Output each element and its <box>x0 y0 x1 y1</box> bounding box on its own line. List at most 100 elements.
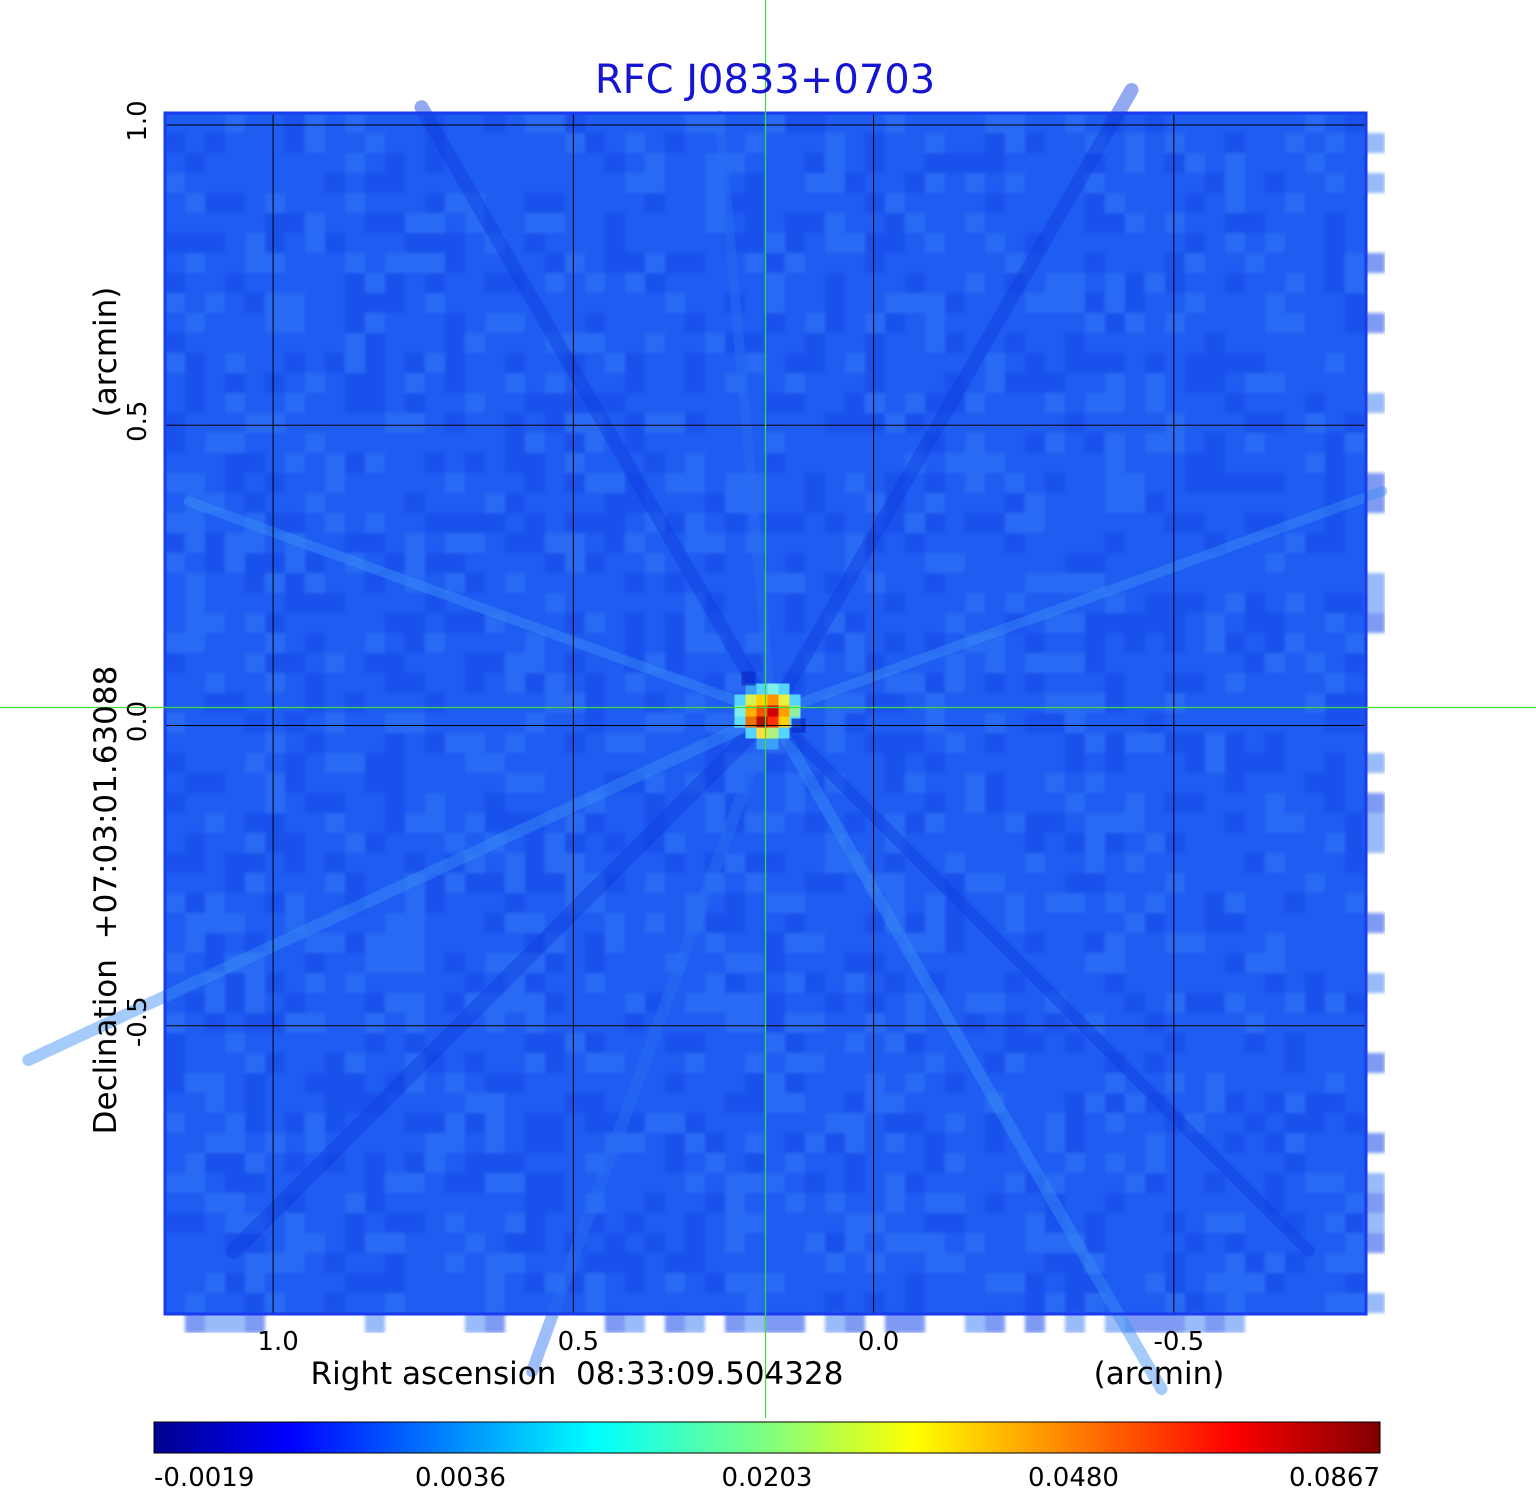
noise-cell <box>965 393 985 413</box>
noise-cell <box>1245 413 1265 433</box>
noise-cell <box>925 673 945 693</box>
noise-cell <box>865 913 885 933</box>
noise-cell <box>605 1253 625 1273</box>
noise-cell <box>505 433 525 453</box>
noise-cell <box>165 333 185 353</box>
noise-cell <box>665 1033 685 1053</box>
noise-cell <box>1365 913 1385 933</box>
noise-cell <box>765 233 785 253</box>
noise-cell <box>885 233 905 253</box>
noise-cell <box>1145 113 1165 133</box>
noise-cell <box>385 773 405 793</box>
noise-cell <box>665 1253 685 1273</box>
noise-cell <box>165 793 185 813</box>
noise-cell <box>945 1113 965 1133</box>
noise-cell <box>1225 1133 1245 1153</box>
noise-cell <box>225 393 245 413</box>
noise-cell <box>305 793 325 813</box>
noise-cell <box>865 313 885 333</box>
noise-cell <box>805 813 825 833</box>
noise-cell <box>825 833 845 853</box>
noise-cell <box>1105 453 1125 473</box>
noise-cell <box>645 193 665 213</box>
noise-cell <box>945 1213 965 1233</box>
noise-cell <box>285 773 305 793</box>
noise-cell <box>1025 233 1045 253</box>
noise-cell <box>1045 1173 1065 1193</box>
noise-cell <box>445 1253 465 1273</box>
noise-cell <box>545 193 565 213</box>
noise-cell <box>505 533 525 553</box>
noise-cell <box>1185 793 1205 813</box>
noise-cell <box>625 133 645 153</box>
noise-cell <box>885 293 905 313</box>
noise-cell <box>205 1133 225 1153</box>
noise-cell <box>905 1313 925 1333</box>
noise-cell <box>425 693 445 713</box>
noise-cell <box>1045 653 1065 673</box>
streak <box>226 705 780 1259</box>
noise-cell <box>825 313 845 333</box>
noise-cell <box>1085 253 1105 273</box>
noise-cell <box>1005 273 1025 293</box>
noise-cell <box>485 1113 505 1133</box>
noise-cell <box>1225 393 1245 413</box>
noise-cell <box>265 633 285 653</box>
noise-cell <box>405 673 425 693</box>
noise-cell <box>165 293 185 313</box>
noise-cell <box>565 853 585 873</box>
source-pixel <box>778 694 790 706</box>
noise-cell <box>1025 713 1045 733</box>
noise-cell <box>1365 133 1385 153</box>
noise-cell <box>525 393 545 413</box>
noise-cell <box>1345 893 1365 913</box>
noise-cell <box>1065 413 1085 433</box>
noise-cell <box>765 313 785 333</box>
noise-cell <box>725 153 745 173</box>
noise-cell <box>245 253 265 273</box>
noise-cell <box>745 253 765 273</box>
noise-cell <box>465 513 485 533</box>
noise-cell <box>1105 693 1125 713</box>
noise-cell <box>305 233 325 253</box>
noise-cell <box>805 1053 825 1073</box>
noise-cell <box>265 813 285 833</box>
noise-cell <box>165 1073 185 1093</box>
noise-cell <box>1205 993 1225 1013</box>
noise-cell <box>1105 1053 1125 1073</box>
noise-cell <box>565 453 585 473</box>
noise-cell <box>1205 173 1225 193</box>
noise-cell <box>365 753 385 773</box>
noise-cell <box>1205 353 1225 373</box>
noise-cell <box>245 1073 265 1093</box>
noise-cell <box>1325 1213 1345 1233</box>
noise-cell <box>425 153 445 173</box>
noise-cell <box>1345 833 1365 853</box>
noise-cell <box>865 1293 885 1313</box>
noise-cell <box>625 533 645 553</box>
noise-cell <box>265 833 285 853</box>
noise-cell <box>865 493 885 513</box>
noise-cell <box>1225 733 1245 753</box>
noise-cell <box>545 693 565 713</box>
noise-cell <box>305 1233 325 1253</box>
noise-cell <box>1245 1013 1265 1033</box>
noise-cell <box>765 113 785 133</box>
noise-cell <box>645 793 665 813</box>
noise-cell <box>365 833 385 853</box>
noise-cell <box>1345 313 1365 333</box>
noise-cell <box>805 213 825 233</box>
x-tick-label: 1.0 <box>257 1327 298 1357</box>
noise-cell <box>945 673 965 693</box>
noise-cell <box>745 993 765 1013</box>
noise-cell <box>1245 373 1265 393</box>
noise-cell <box>905 1233 925 1253</box>
noise-cell <box>705 773 725 793</box>
noise-cell <box>1265 633 1285 653</box>
noise-cell <box>185 1173 205 1193</box>
noise-cell <box>925 933 945 953</box>
noise-cell <box>1205 373 1225 393</box>
noise-cell <box>305 133 325 153</box>
noise-cell <box>725 953 745 973</box>
